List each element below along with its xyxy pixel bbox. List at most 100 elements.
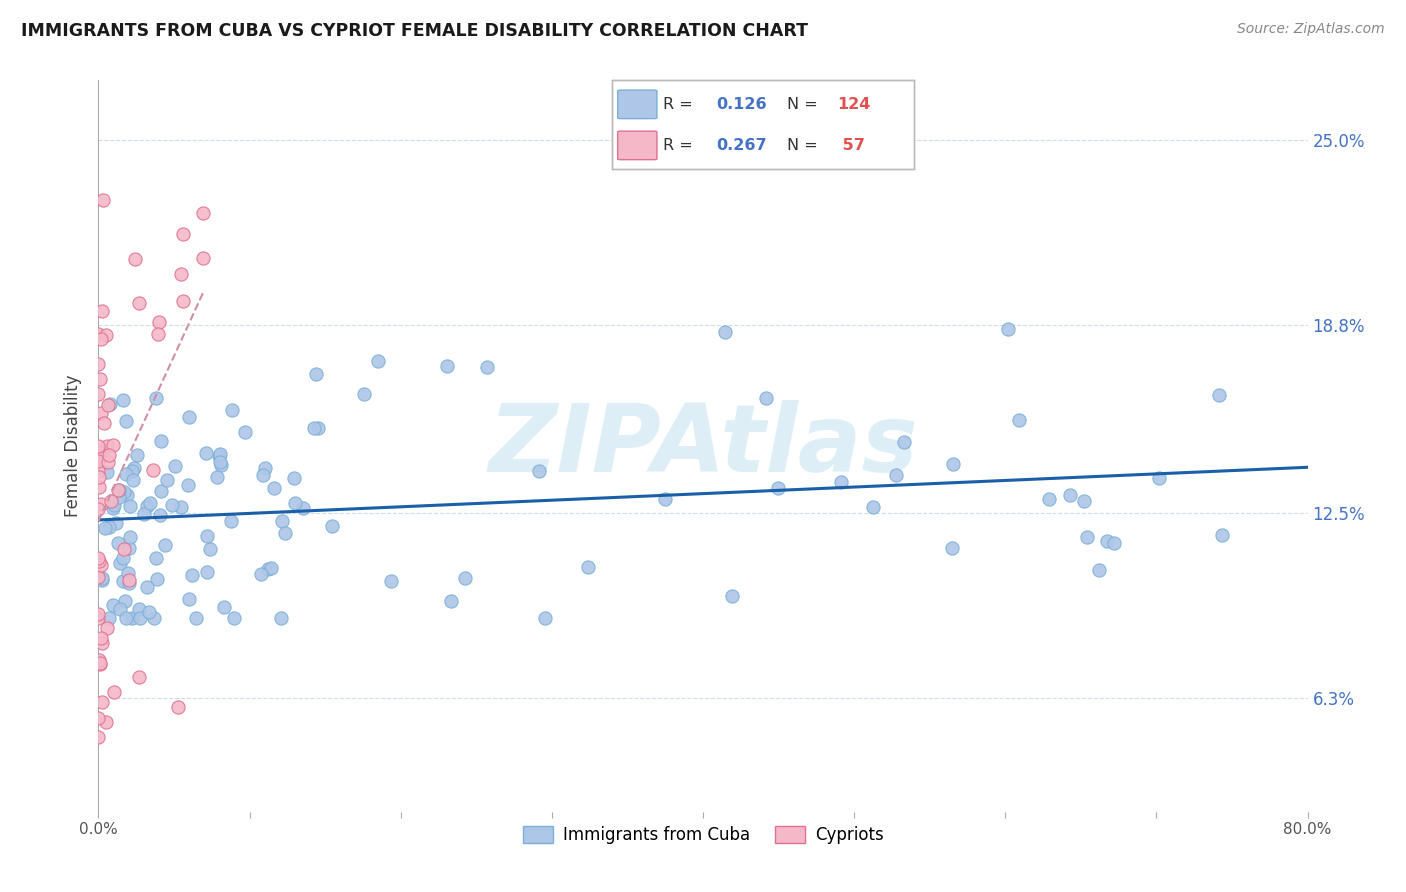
Point — [1088, 563, 1111, 577]
Point — [87, 554, 110, 568]
Point — [475, 359, 498, 374]
Point — [270, 610, 292, 624]
Legend: Immigrants from Cuba, Cypriots: Immigrants from Cuba, Cypriots — [516, 820, 890, 851]
Point — [186, 610, 208, 624]
Text: 0.267: 0.267 — [716, 138, 766, 153]
Point — [307, 421, 329, 435]
Point — [91, 193, 114, 207]
Point — [436, 359, 458, 374]
Point — [221, 403, 243, 417]
Text: R =: R = — [664, 97, 697, 112]
Text: ZIPAtlas: ZIPAtlas — [488, 400, 918, 492]
Point — [714, 325, 737, 339]
Point — [153, 537, 176, 551]
Point — [135, 499, 157, 513]
Point — [136, 580, 159, 594]
Point — [97, 398, 120, 412]
Point — [257, 562, 280, 576]
Point — [114, 467, 136, 482]
Point — [1073, 493, 1095, 508]
Point — [148, 315, 170, 329]
Point — [179, 592, 201, 607]
Point — [94, 521, 117, 535]
Point — [87, 454, 110, 468]
Point — [90, 571, 112, 585]
Point — [233, 425, 256, 439]
Point — [89, 451, 111, 466]
Point — [87, 480, 110, 494]
Point — [98, 520, 121, 534]
Point — [128, 602, 150, 616]
Point — [91, 304, 114, 318]
Point — [87, 570, 110, 584]
Point — [87, 357, 110, 371]
Point — [89, 656, 111, 670]
Point — [98, 396, 121, 410]
Point — [138, 605, 160, 619]
Point — [143, 610, 166, 624]
Text: 57: 57 — [837, 138, 865, 153]
Point — [93, 417, 115, 431]
Point — [156, 473, 179, 487]
Point — [103, 685, 125, 699]
Point — [87, 470, 110, 484]
Point — [250, 567, 273, 582]
Text: Source: ZipAtlas.com: Source: ZipAtlas.com — [1237, 22, 1385, 37]
Point — [103, 499, 125, 513]
Point — [1007, 413, 1029, 427]
Point — [145, 391, 167, 405]
Point — [274, 526, 297, 541]
Point — [195, 565, 218, 579]
Point — [108, 490, 131, 504]
Point — [172, 227, 194, 242]
Point — [103, 438, 125, 452]
Point — [114, 414, 136, 428]
Point — [128, 670, 150, 684]
Point — [91, 573, 114, 587]
Point — [886, 467, 908, 482]
Point — [90, 631, 112, 645]
Text: 124: 124 — [837, 97, 870, 112]
Point — [101, 598, 124, 612]
Point — [260, 561, 283, 575]
Point — [1147, 471, 1170, 485]
Point — [97, 610, 120, 624]
Point — [263, 482, 285, 496]
Point — [125, 448, 148, 462]
Point — [533, 610, 555, 624]
Point — [96, 439, 118, 453]
Text: IMMIGRANTS FROM CUBA VS CYPRIOT FEMALE DISABILITY CORRELATION CHART: IMMIGRANTS FROM CUBA VS CYPRIOT FEMALE D… — [21, 22, 808, 40]
Point — [104, 516, 127, 531]
Point — [112, 550, 135, 565]
Point — [118, 573, 141, 587]
Point — [118, 576, 141, 591]
Point — [212, 600, 235, 615]
Point — [89, 653, 111, 667]
Point — [163, 458, 186, 473]
Point — [197, 528, 219, 542]
Point — [181, 567, 204, 582]
Point — [367, 354, 389, 368]
Point — [283, 471, 305, 485]
Point — [270, 514, 292, 528]
Point — [87, 551, 110, 566]
Point — [118, 531, 141, 545]
Point — [224, 610, 246, 624]
Point — [87, 450, 110, 464]
Point — [194, 446, 217, 460]
Point — [132, 507, 155, 521]
Point — [170, 500, 193, 515]
Point — [142, 463, 165, 477]
Point — [150, 434, 173, 448]
Point — [172, 293, 194, 308]
Point — [176, 478, 198, 492]
Point — [208, 449, 231, 463]
Point — [97, 454, 120, 468]
Point — [205, 469, 228, 483]
Point — [149, 508, 172, 522]
Text: N =: N = — [787, 138, 823, 153]
Point — [321, 518, 343, 533]
Point — [90, 332, 112, 346]
Point — [96, 465, 118, 479]
Point — [454, 571, 477, 585]
